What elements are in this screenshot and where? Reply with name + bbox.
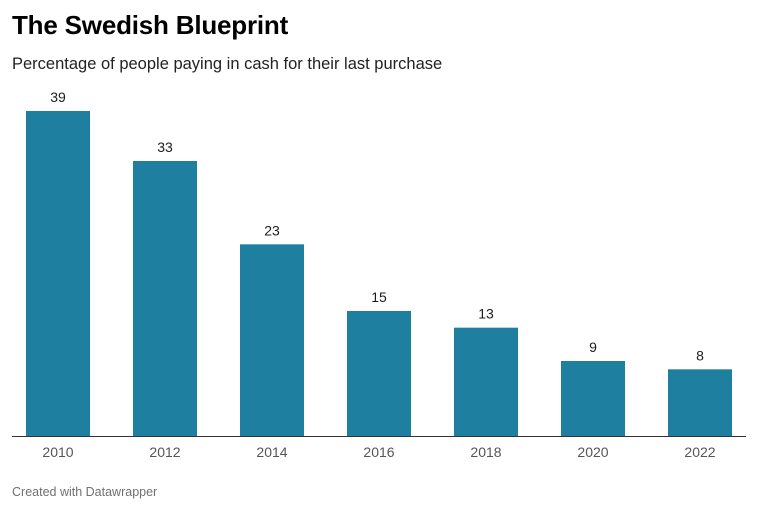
value-labels-group: 39 33 23 15 13 9 8 bbox=[50, 89, 704, 363]
chart-title: The Swedish Blueprint bbox=[12, 10, 289, 40]
x-tick-label-2012: 2012 bbox=[149, 444, 180, 460]
value-label-2016: 15 bbox=[371, 289, 387, 305]
bar-2018 bbox=[454, 327, 518, 436]
footer-credit: Created with Datawrapper bbox=[12, 485, 158, 499]
bar-2012 bbox=[133, 161, 197, 436]
value-label-2020: 9 bbox=[589, 339, 597, 355]
bar-2014 bbox=[240, 244, 304, 436]
x-tick-label-2022: 2022 bbox=[684, 444, 715, 460]
bar-2016 bbox=[347, 311, 411, 436]
bar-2022 bbox=[668, 369, 732, 436]
x-tick-label-2020: 2020 bbox=[577, 444, 608, 460]
x-tick-label-2016: 2016 bbox=[363, 444, 394, 460]
value-label-2010: 39 bbox=[50, 89, 66, 105]
chart-subtitle: Percentage of people paying in cash for … bbox=[12, 55, 443, 73]
x-tick-labels-group: 2010 2012 2014 2016 2018 2020 2022 bbox=[42, 444, 715, 460]
value-label-2022: 8 bbox=[696, 347, 704, 363]
bars-group bbox=[26, 111, 732, 436]
value-label-2018: 13 bbox=[478, 306, 494, 322]
bar-2020 bbox=[561, 361, 625, 436]
x-tick-label-2014: 2014 bbox=[256, 444, 287, 460]
value-label-2012: 33 bbox=[157, 139, 173, 155]
x-tick-label-2018: 2018 bbox=[470, 444, 501, 460]
x-tick-label-2010: 2010 bbox=[42, 444, 73, 460]
value-label-2014: 23 bbox=[264, 222, 280, 238]
bar-2010 bbox=[26, 111, 90, 436]
